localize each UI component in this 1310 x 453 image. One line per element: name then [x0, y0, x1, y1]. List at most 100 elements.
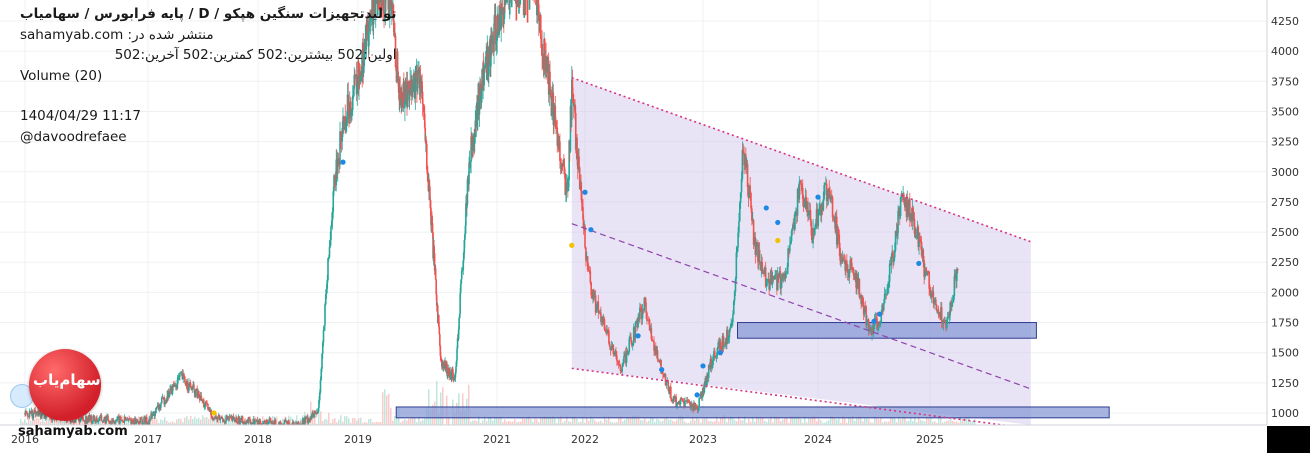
candle-body — [633, 327, 636, 339]
candle-body — [838, 234, 841, 248]
candle-body — [636, 320, 639, 328]
candle-body — [108, 421, 110, 423]
volume-bar — [416, 422, 418, 425]
candle-body — [435, 294, 438, 306]
candle-body — [317, 407, 320, 413]
volume-bar — [684, 421, 686, 425]
candle-body — [462, 260, 465, 270]
candle-body — [726, 329, 729, 341]
candle-body — [26, 411, 28, 414]
volume-bar — [838, 418, 840, 425]
candle-body — [632, 327, 635, 344]
candle-body — [363, 46, 366, 51]
candle-body — [673, 396, 676, 399]
volume-bar — [554, 417, 556, 425]
candle-body — [795, 210, 797, 212]
candle-body — [786, 267, 789, 273]
candle-body — [120, 416, 122, 421]
volume-bar — [58, 421, 60, 425]
candle-body — [701, 391, 703, 398]
candle-body — [321, 353, 323, 369]
candle-body — [37, 411, 39, 416]
candle-body — [171, 384, 174, 395]
candle-body — [887, 287, 889, 289]
candle-body — [184, 376, 186, 383]
candle-body — [356, 82, 359, 95]
volume-bar — [762, 418, 764, 425]
candle-body — [932, 291, 935, 304]
candle-body — [333, 175, 335, 192]
candle-body — [243, 421, 246, 426]
candle-body — [220, 416, 222, 419]
candle-body — [40, 413, 43, 419]
candle-body — [219, 418, 222, 421]
candle-body — [236, 417, 238, 423]
candle-body — [808, 210, 811, 213]
candle-body — [909, 199, 911, 220]
candle-body — [131, 419, 133, 425]
candle-body — [377, 0, 380, 10]
candle-body — [323, 325, 326, 331]
candle-body — [38, 410, 40, 416]
candle-body — [100, 415, 103, 421]
volume-bar — [138, 416, 140, 425]
event-marker — [340, 159, 346, 165]
volume-bar — [170, 422, 172, 425]
volume-bar — [372, 422, 374, 425]
candle-body — [326, 279, 329, 289]
candle-body — [104, 416, 107, 424]
volume-bar — [436, 380, 438, 425]
candle-body — [180, 372, 183, 374]
volume-bar — [924, 421, 926, 425]
volume-bar — [670, 419, 672, 425]
candle-body — [582, 207, 584, 220]
volume-bar — [880, 418, 882, 425]
candle-body — [39, 413, 42, 419]
volume-bar — [470, 421, 472, 425]
candle-body — [810, 221, 813, 236]
volume-bar — [674, 421, 676, 425]
candle-body — [328, 246, 331, 258]
volume-bar — [602, 422, 604, 425]
candle-body — [132, 419, 134, 422]
candle-body — [940, 307, 943, 324]
candle-body — [363, 50, 366, 66]
candle-body — [231, 416, 234, 421]
candle-body — [894, 230, 897, 251]
candle-body — [886, 288, 888, 295]
candle-body — [685, 400, 687, 402]
volume-bar — [552, 416, 554, 425]
candle-body — [470, 136, 472, 162]
volume-bar — [780, 421, 782, 425]
volume-bar — [362, 422, 364, 425]
volume-bar — [616, 422, 618, 425]
candle-body — [103, 416, 106, 422]
candle-body — [110, 421, 113, 423]
volume-bar — [312, 413, 314, 425]
candle-body — [944, 320, 946, 322]
volume-bar — [908, 420, 910, 425]
candle-body — [565, 192, 567, 195]
candle-body — [669, 386, 671, 395]
volume-bar — [538, 422, 540, 425]
candle-body — [468, 163, 470, 185]
candle-body — [114, 421, 117, 424]
candle-body — [871, 327, 873, 335]
volume-bar — [406, 420, 408, 425]
candle-body — [862, 296, 864, 303]
candle-body — [612, 345, 615, 355]
candle-body — [691, 403, 693, 406]
volume-bar — [128, 417, 130, 425]
candle-body — [478, 95, 481, 115]
volume-bar — [592, 418, 594, 425]
candle-body — [593, 289, 595, 298]
candle-body — [235, 417, 237, 422]
candle-body — [183, 373, 185, 377]
volume-bar — [414, 417, 416, 425]
candle-body — [941, 323, 944, 325]
candle-body — [647, 319, 650, 321]
volume-bar — [816, 421, 818, 425]
x-tick-label: 2024 — [804, 433, 832, 446]
candle-body — [71, 421, 73, 423]
